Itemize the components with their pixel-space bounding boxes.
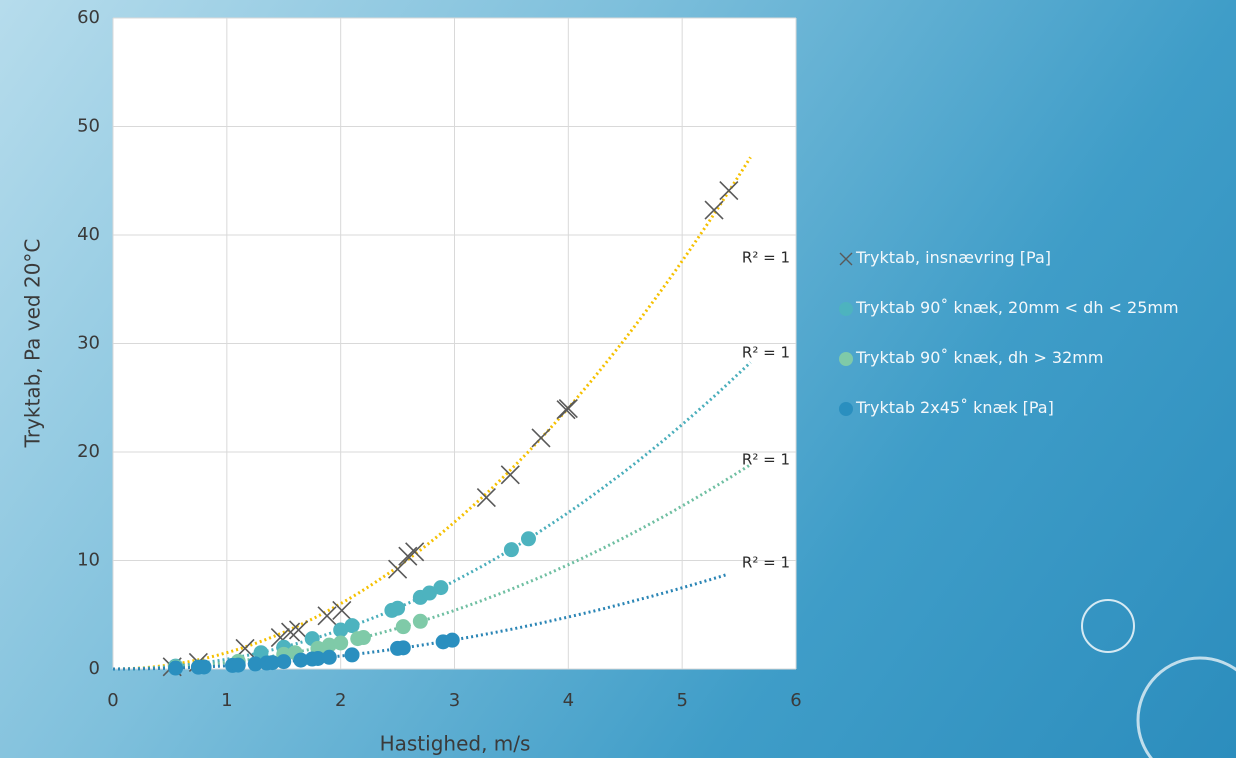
point (322, 650, 337, 665)
point (413, 614, 428, 629)
point (504, 542, 519, 557)
point (445, 633, 460, 648)
point (345, 618, 360, 633)
r-squared-label: R² = 1 (742, 344, 790, 362)
bubble-decoration (1082, 600, 1134, 652)
legend-dot (839, 302, 853, 316)
point (231, 658, 246, 673)
point (356, 630, 371, 645)
legend-entry: Tryktab 2x45˚ knæk [Pa] (838, 396, 1228, 420)
point (396, 640, 411, 655)
legend-dot (839, 402, 853, 416)
point (433, 580, 448, 595)
legend-entry: Tryktab 90˚ knæk, 20mm < dh < 25mm (838, 296, 1228, 320)
r-squared-label: R² = 1 (742, 249, 790, 267)
bubble-decoration (1138, 658, 1236, 758)
point (396, 619, 411, 634)
point (276, 654, 291, 669)
legend: Tryktab, insnævring [Pa] Tryktab 90˚ knæk… (838, 246, 1228, 446)
y-tick-label: 40 (77, 224, 100, 245)
legend-marker (838, 351, 854, 367)
y-axis-title: Tryktab, Pa ved 20°C (21, 239, 45, 449)
y-tick-label: 50 (77, 116, 100, 137)
x-tick-label: 4 (563, 690, 574, 711)
legend-label: Tryktab 90˚ knæk, 20mm < dh < 25mm (856, 296, 1179, 320)
point (333, 635, 348, 650)
x-tick-label: 6 (790, 690, 801, 711)
r-squared-label: R² = 1 (742, 451, 790, 469)
point (197, 659, 212, 674)
slide: Hastighed, m/s Tryktab, Pa ved 20°C 0 1 2 3… (0, 0, 1236, 758)
r-squared-label: R² = 1 (742, 554, 790, 572)
point (390, 601, 405, 616)
x-tick-label: 2 (335, 690, 346, 711)
legend-label: Tryktab 2x45˚ knæk [Pa] (856, 396, 1054, 420)
point (168, 661, 183, 676)
y-tick-label: 20 (77, 441, 100, 462)
x-tick-label: 5 (676, 690, 687, 711)
y-tick-label: 60 (77, 7, 100, 28)
y-tick-label: 30 (77, 333, 100, 354)
y-tick-label: 0 (89, 658, 100, 679)
legend-label: Tryktab 90˚ knæk, dh > 32mm (856, 346, 1103, 370)
legend-entry: Tryktab 90˚ knæk, dh > 32mm (838, 346, 1228, 370)
x-tick-label: 3 (449, 690, 460, 711)
y-tick-label: 10 (77, 550, 100, 571)
x-tick-label: 0 (107, 690, 118, 711)
x-tick-label: 1 (221, 690, 232, 711)
point (521, 531, 536, 546)
x-axis-title: Hastighed, m/s (380, 732, 531, 756)
legend-marker (838, 251, 854, 267)
legend-marker (838, 301, 854, 317)
point (345, 647, 360, 662)
legend-label: Tryktab, insnævring [Pa] (856, 246, 1051, 270)
legend-entry: Tryktab, insnævring [Pa] (838, 246, 1228, 270)
legend-x (840, 253, 852, 265)
legend-marker (838, 401, 854, 417)
legend-dot (839, 352, 853, 366)
